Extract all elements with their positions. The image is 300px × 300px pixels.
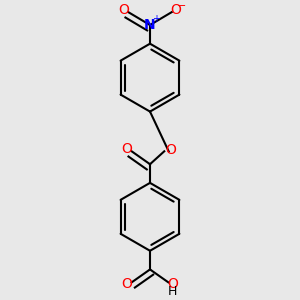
Text: O: O [122,142,132,156]
Text: O: O [118,3,129,17]
Text: N: N [144,18,156,32]
Text: O: O [165,143,176,157]
Text: O: O [167,277,178,291]
Text: O: O [122,278,132,291]
Text: O: O [170,3,181,17]
Text: H: H [168,285,177,298]
Text: −: − [177,1,187,11]
Text: +: + [152,14,160,24]
